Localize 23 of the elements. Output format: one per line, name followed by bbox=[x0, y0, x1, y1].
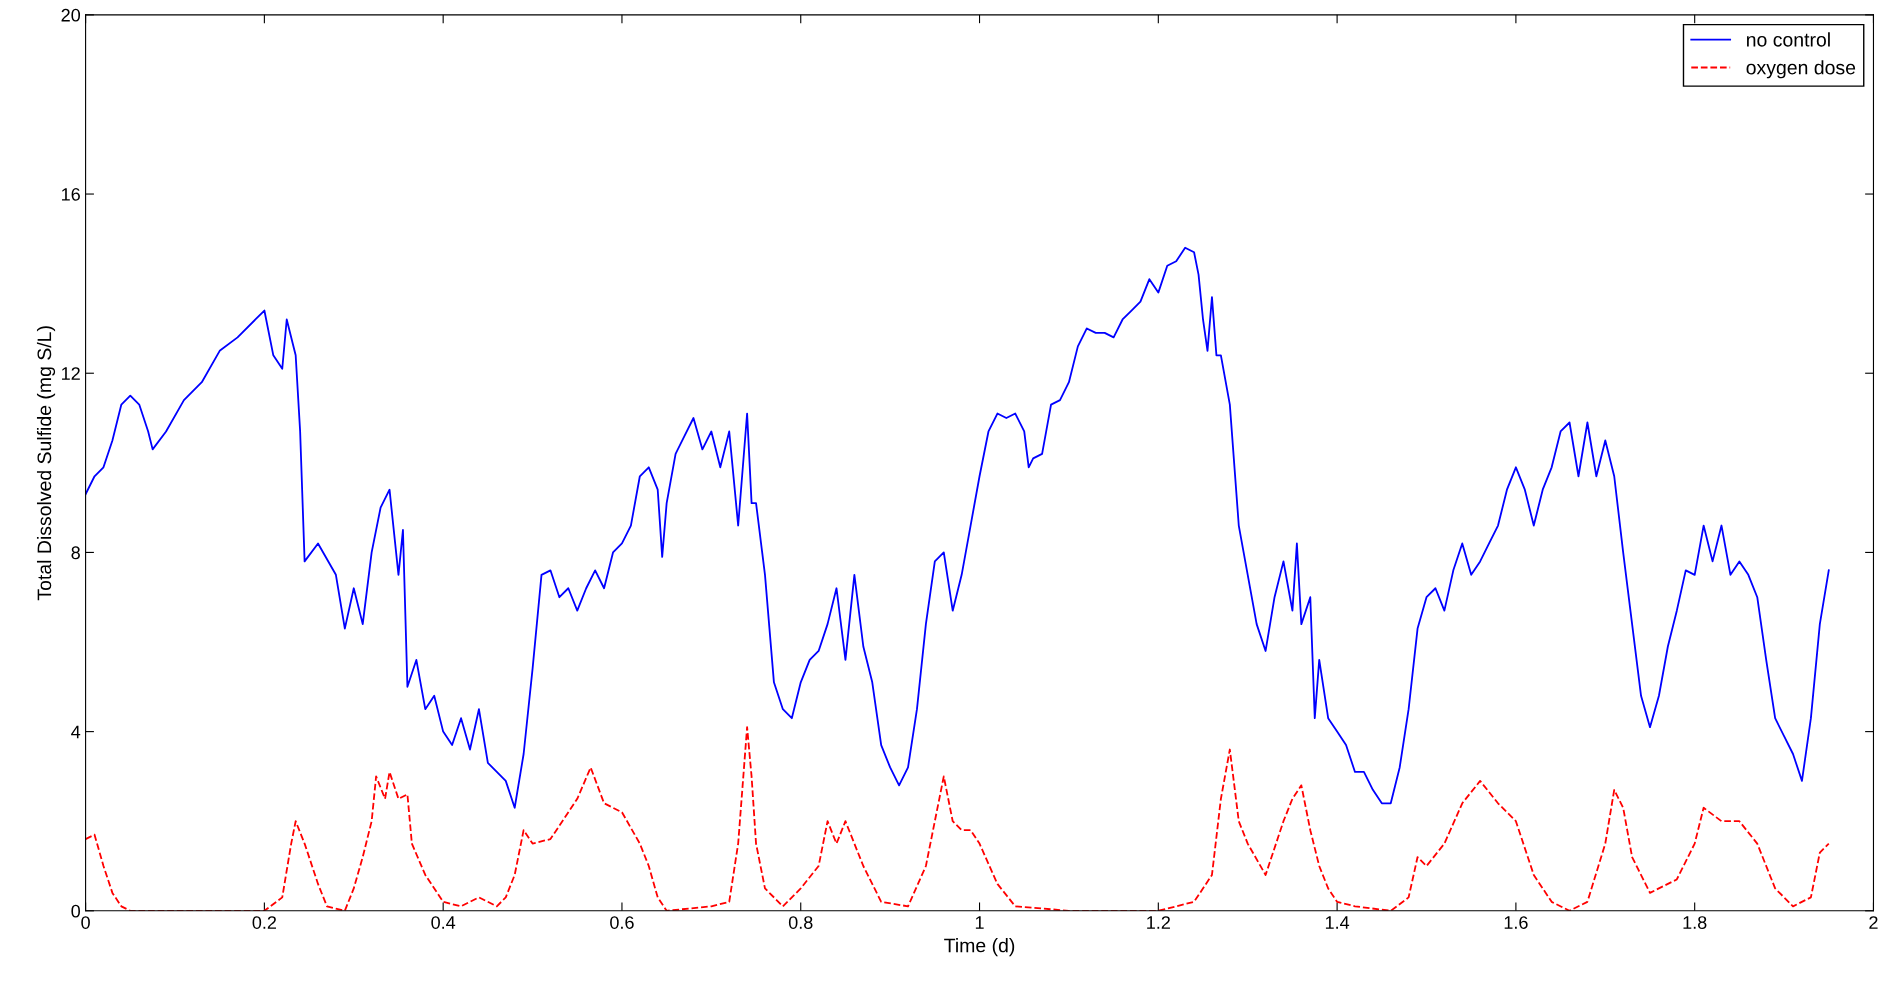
y-axis-title: Total Dissolved Sulfide (mg S/L) bbox=[36, 326, 56, 601]
y-tick-label: 0 bbox=[71, 904, 81, 918]
x-tick-label: 0.2 bbox=[252, 916, 277, 929]
x-axis-title: Time (d) bbox=[944, 938, 1015, 957]
x-tick-label: 0 bbox=[81, 916, 90, 929]
x-tick-label: 1 bbox=[975, 916, 984, 929]
y-tick-label: 12 bbox=[62, 367, 80, 380]
x-tick-label: 1.4 bbox=[1325, 916, 1350, 929]
x-tick-label: 0.6 bbox=[610, 916, 634, 929]
y-tick-label: 4 bbox=[71, 725, 81, 739]
y-tick-label: 16 bbox=[62, 187, 80, 201]
line-series bbox=[85, 246, 1830, 809]
x-tick-label: 1.6 bbox=[1504, 916, 1528, 929]
y-tick-label: 20 bbox=[61, 8, 81, 22]
x-tick-label: 1.8 bbox=[1683, 916, 1707, 929]
legend-label: no control bbox=[1747, 32, 1830, 47]
x-tick-label: 2 bbox=[1869, 916, 1878, 929]
line-series bbox=[85, 726, 1830, 911]
x-tick-label: 1.2 bbox=[1147, 916, 1170, 929]
legend-label: oxygen dose bbox=[1746, 60, 1856, 79]
x-tick-label: 0.4 bbox=[431, 916, 456, 929]
y-tick-label: 8 bbox=[71, 546, 80, 560]
x-tick-label: 0.8 bbox=[788, 916, 813, 929]
